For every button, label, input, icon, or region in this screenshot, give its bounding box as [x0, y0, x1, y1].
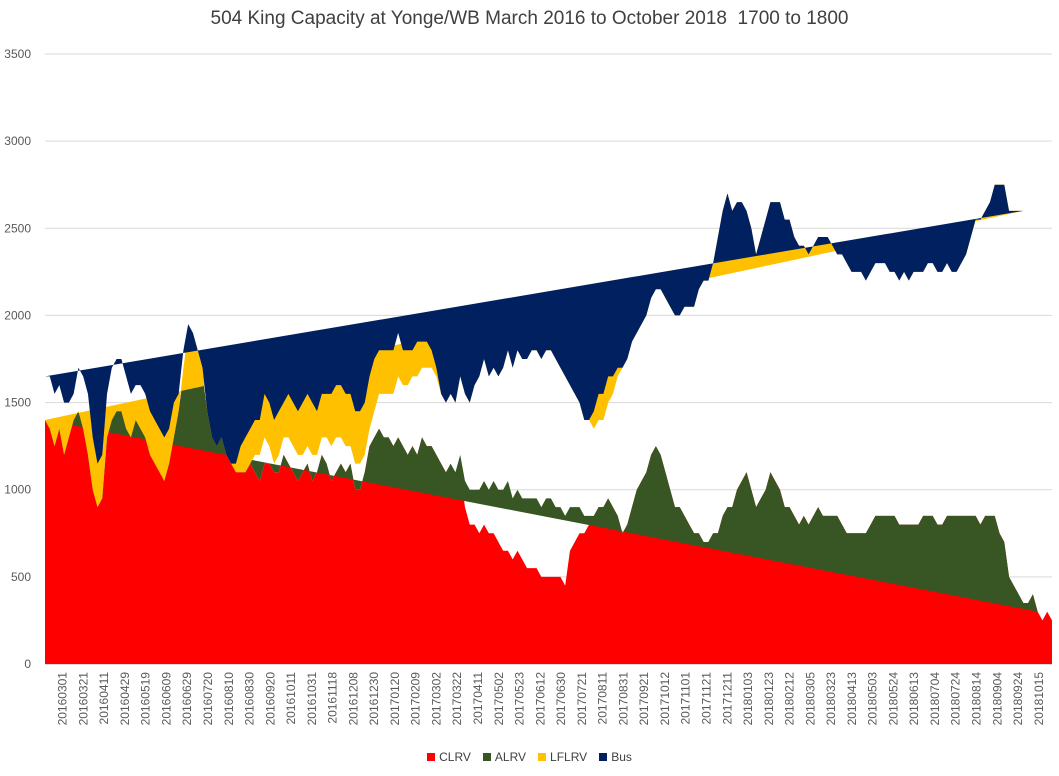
- x-tick-label: 20170411: [471, 672, 485, 725]
- x-tick-label: 20170502: [492, 672, 506, 726]
- legend-label: ALRV: [494, 750, 527, 764]
- legend-label: Bus: [611, 750, 632, 764]
- x-tick-label: 20161031: [305, 672, 319, 726]
- x-tick-label: 20180814: [969, 672, 983, 726]
- x-tick-label: 20160429: [118, 672, 132, 726]
- x-tick-label: 20161118: [326, 672, 340, 724]
- series-area-alrv: [45, 350, 1038, 612]
- x-tick-label: 20180305: [803, 672, 817, 726]
- x-tick-label: 20160609: [159, 672, 173, 726]
- x-tick-label: 20160629: [180, 672, 194, 726]
- x-tick-label: 20161208: [346, 672, 360, 726]
- x-tick-label: 20180212: [783, 672, 797, 726]
- x-tick-label: 20180323: [824, 672, 838, 726]
- legend-item-alrv: ALRV: [482, 750, 527, 764]
- x-tick-label: 20170322: [450, 672, 464, 726]
- x-tick-label: 20180503: [866, 672, 880, 726]
- legend-label: CLRV: [439, 750, 471, 764]
- x-tick-label: 20170811: [596, 672, 610, 725]
- x-tick-label: 20180413: [845, 672, 859, 726]
- x-tick-label: 20180613: [907, 672, 921, 726]
- x-tick-label: 20161011: [284, 672, 298, 725]
- legend-label: LFLRV: [550, 750, 588, 764]
- legend-swatch: [427, 753, 436, 761]
- x-tick-label: 20160720: [201, 672, 215, 726]
- y-tick-label: 2000: [4, 308, 31, 322]
- y-tick-label: 0: [24, 657, 31, 671]
- x-tick-label: 20160519: [139, 672, 153, 726]
- legend-item-clrv: CLRV: [427, 750, 471, 764]
- y-tick-label: 3000: [4, 134, 31, 148]
- x-tick-label: 20160411: [97, 672, 111, 725]
- x-tick-label: 20180524: [886, 672, 900, 726]
- x-tick-label: 20160830: [242, 672, 256, 726]
- x-tick-label: 20180704: [928, 672, 942, 726]
- chart-title: 504 King Capacity at Yonge/WB March 2016…: [210, 8, 849, 29]
- x-tick-label: 20170120: [388, 672, 402, 726]
- x-tick-label: 20181015: [1032, 672, 1046, 726]
- y-tick-label: 1500: [4, 396, 31, 410]
- y-tick-labels: 0 500 1000 1500 2000 2500 3000 3500: [4, 47, 31, 671]
- x-tick-label: 20180123: [762, 672, 776, 726]
- x-tick-label: 20170612: [533, 672, 547, 726]
- series-area-bus: [45, 184, 1024, 464]
- legend-swatch: [538, 753, 547, 761]
- x-tick-label: 20160810: [222, 672, 236, 726]
- y-tick-label: 2500: [4, 221, 31, 235]
- x-tick-label: 20161230: [367, 672, 381, 726]
- legend-swatch: [599, 753, 608, 761]
- legend-swatch: [482, 753, 491, 761]
- series-area-clrv: [45, 350, 1052, 664]
- x-tick-label: 20180103: [741, 672, 755, 726]
- x-tick-label: 20180924: [1011, 672, 1025, 726]
- legend: CLRV ALRV LFLRV Bus: [0, 750, 1059, 764]
- x-tick-label: 20171101: [679, 672, 693, 725]
- x-tick-label: 20170302: [429, 672, 443, 726]
- x-tick-label: 20170630: [554, 672, 568, 726]
- x-tick-label: 20170523: [512, 672, 526, 726]
- x-tick-label: 20170831: [616, 672, 630, 726]
- x-tick-label: 20180724: [949, 672, 963, 726]
- series-areas: [45, 184, 1052, 664]
- x-tick-label: 20171012: [658, 672, 672, 726]
- x-tick-label: 20171121: [699, 672, 713, 725]
- x-tick-label: 20171211: [720, 672, 734, 725]
- x-tick-label: 20160321: [76, 672, 90, 726]
- x-tick-label: 20160301: [56, 672, 70, 726]
- y-tick-label: 500: [11, 570, 31, 584]
- x-tick-label: 20180904: [990, 672, 1004, 726]
- x-tick-label: 20170721: [575, 672, 589, 726]
- x-tick-label: 20160920: [263, 672, 277, 726]
- legend-item-lflrv: LFLRV: [538, 750, 587, 764]
- x-tick-label: 20170209: [409, 672, 423, 726]
- y-tick-label: 3500: [4, 47, 31, 61]
- x-tick-label: 20170921: [637, 672, 651, 726]
- y-tick-label: 1000: [4, 483, 31, 497]
- legend-item-bus: Bus: [599, 750, 632, 764]
- x-tick-labels: 20160301 20160321 20160411 20160429 20160519…: [56, 672, 1046, 726]
